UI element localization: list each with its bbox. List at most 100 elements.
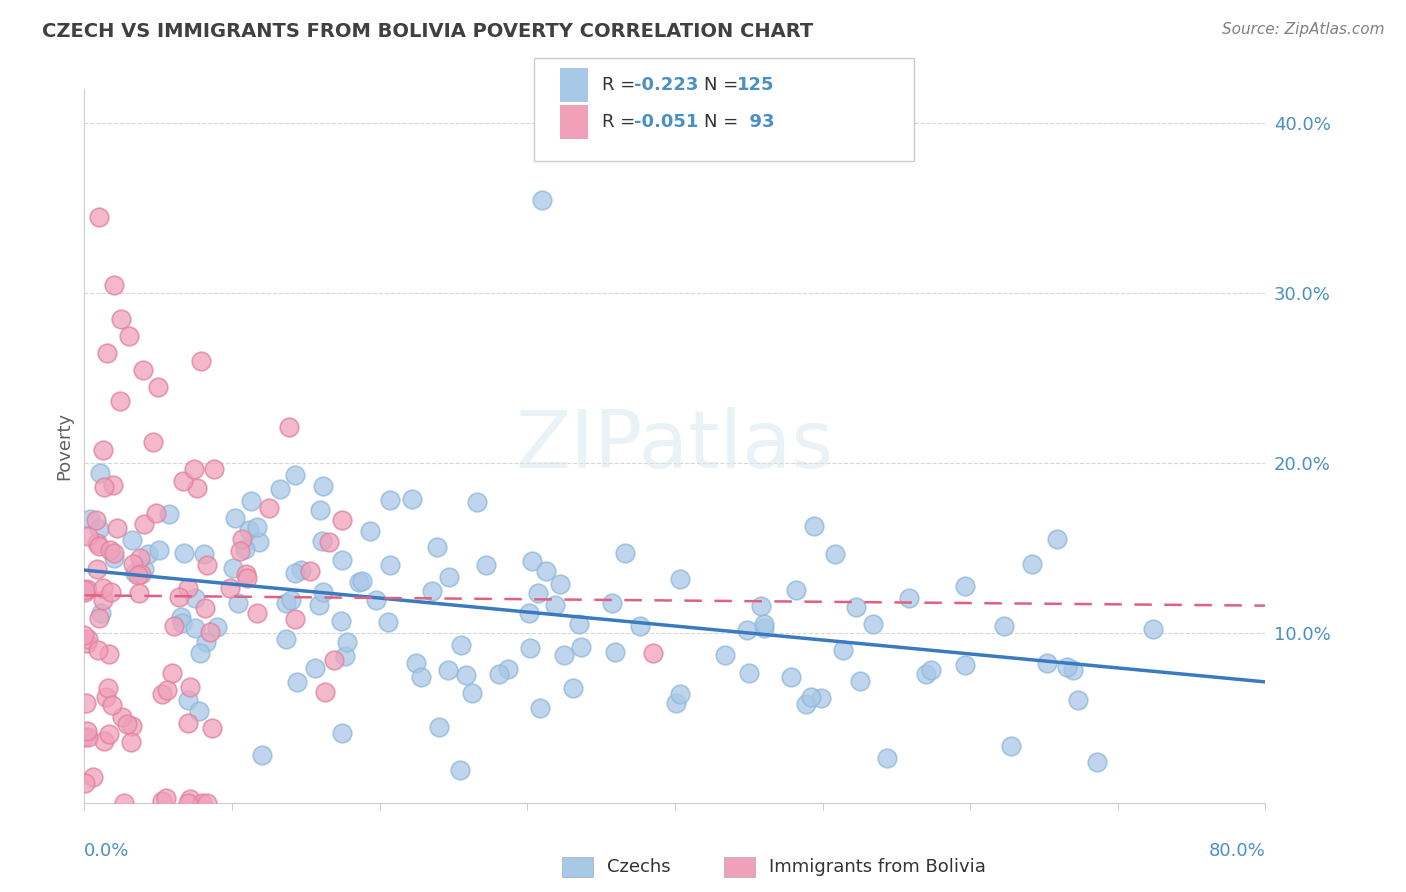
- Point: [380, 558, 402, 572]
- Point: [89, 466, 111, 480]
- Point: [519, 641, 541, 656]
- Point: [184, 591, 207, 605]
- Point: [91, 593, 114, 607]
- Point: [76, 529, 98, 543]
- Point: [150, 794, 173, 808]
- Point: [150, 687, 173, 701]
- Point: [76, 636, 98, 650]
- Point: [233, 541, 256, 556]
- Point: [738, 666, 761, 681]
- Point: [796, 697, 818, 711]
- Point: [124, 566, 146, 581]
- Point: [330, 513, 353, 527]
- Point: [156, 682, 179, 697]
- Point: [191, 796, 214, 810]
- Point: [91, 442, 114, 457]
- Point: [465, 495, 488, 509]
- Point: [103, 546, 125, 560]
- Point: [141, 435, 163, 450]
- Point: [129, 567, 152, 582]
- Point: [224, 510, 246, 524]
- Point: [1085, 755, 1108, 769]
- Point: [1056, 660, 1078, 674]
- Point: [953, 658, 976, 673]
- Point: [77, 632, 100, 647]
- Point: [311, 534, 333, 549]
- Point: [449, 764, 471, 778]
- Point: [520, 554, 543, 568]
- Point: [238, 523, 260, 537]
- Point: [456, 667, 478, 681]
- Point: [350, 574, 373, 588]
- Point: [665, 697, 688, 711]
- Point: [87, 643, 110, 657]
- Point: [226, 596, 249, 610]
- Point: [111, 710, 134, 724]
- Point: [82, 770, 104, 784]
- Point: [304, 661, 326, 675]
- Point: [614, 546, 637, 560]
- Point: [177, 715, 200, 730]
- Point: [308, 598, 330, 612]
- Text: Immigrants from Bolivia: Immigrants from Bolivia: [769, 858, 986, 876]
- Point: [76, 723, 98, 738]
- Point: [170, 610, 193, 624]
- Point: [427, 720, 450, 734]
- Point: [803, 519, 825, 533]
- Point: [219, 581, 242, 595]
- Point: [75, 696, 97, 710]
- Point: [246, 607, 269, 621]
- Point: [235, 571, 257, 585]
- Point: [785, 582, 807, 597]
- Point: [201, 722, 224, 736]
- Point: [188, 646, 211, 660]
- Point: [73, 585, 96, 599]
- Point: [1021, 557, 1043, 571]
- Point: [605, 645, 627, 659]
- Point: [735, 623, 758, 637]
- Point: [426, 540, 449, 554]
- Point: [184, 621, 207, 635]
- Point: [121, 719, 143, 733]
- Point: [330, 614, 353, 628]
- Point: [103, 550, 125, 565]
- Point: [269, 482, 291, 496]
- Point: [461, 686, 484, 700]
- Point: [669, 687, 692, 701]
- Point: [101, 478, 124, 492]
- Point: [420, 583, 443, 598]
- Point: [207, 620, 229, 634]
- Point: [179, 791, 201, 805]
- Point: [378, 492, 401, 507]
- Point: [553, 648, 575, 662]
- Point: [145, 507, 167, 521]
- Text: -0.051: -0.051: [634, 113, 699, 131]
- Point: [562, 681, 585, 696]
- Point: [330, 725, 353, 739]
- Point: [274, 632, 297, 647]
- Text: 80.0%: 80.0%: [1209, 842, 1265, 860]
- Point: [136, 547, 159, 561]
- Point: [534, 564, 557, 578]
- Text: 125: 125: [737, 76, 775, 94]
- Point: [93, 480, 115, 494]
- Point: [177, 796, 200, 810]
- Point: [118, 328, 141, 343]
- Point: [121, 533, 143, 547]
- Point: [439, 570, 461, 584]
- Text: -0.223: -0.223: [634, 76, 699, 94]
- Point: [323, 653, 346, 667]
- Point: [993, 619, 1015, 633]
- Point: [409, 670, 432, 684]
- Point: [190, 354, 212, 368]
- Point: [832, 643, 855, 657]
- Point: [155, 790, 177, 805]
- Point: [110, 311, 132, 326]
- Text: CZECH VS IMMIGRANTS FROM BOLIVIA POVERTY CORRELATION CHART: CZECH VS IMMIGRANTS FROM BOLIVIA POVERTY…: [42, 22, 814, 41]
- Point: [548, 577, 571, 591]
- Point: [824, 547, 846, 561]
- Point: [101, 698, 124, 713]
- Point: [312, 478, 335, 492]
- Point: [290, 563, 312, 577]
- Point: [87, 522, 110, 536]
